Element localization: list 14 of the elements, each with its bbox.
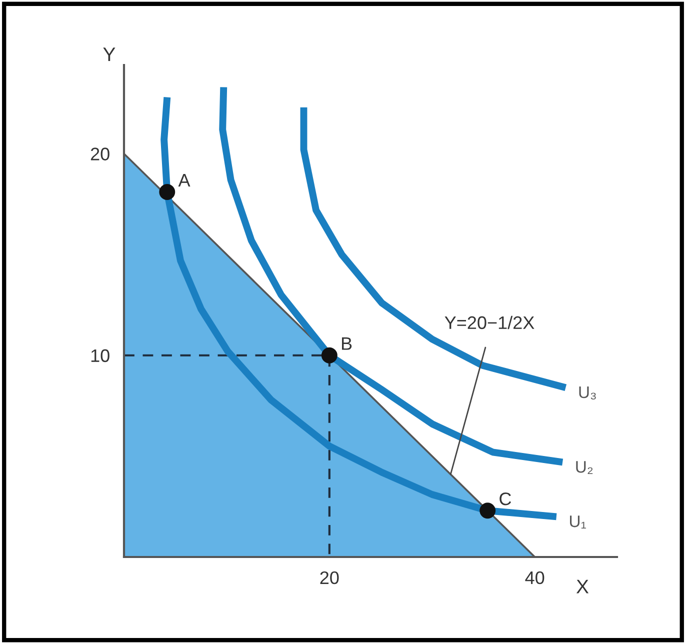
annotation: Y=20−1/2X bbox=[444, 316, 534, 330]
y-axis-title: Y bbox=[103, 48, 116, 61]
point bbox=[159, 184, 176, 200]
annotation: A bbox=[178, 174, 190, 186]
annotation: B bbox=[342, 337, 352, 350]
x-axis-title: X bbox=[576, 580, 589, 594]
y-tick-label: 10 bbox=[91, 349, 110, 362]
x-tick-label: 40 bbox=[525, 571, 544, 584]
series-label: U₃ bbox=[579, 386, 596, 400]
series-label: U₂ bbox=[576, 461, 593, 474]
point bbox=[321, 347, 338, 364]
point bbox=[480, 502, 496, 519]
annotation: C bbox=[500, 492, 512, 506]
series-label: U₁ bbox=[570, 516, 586, 528]
